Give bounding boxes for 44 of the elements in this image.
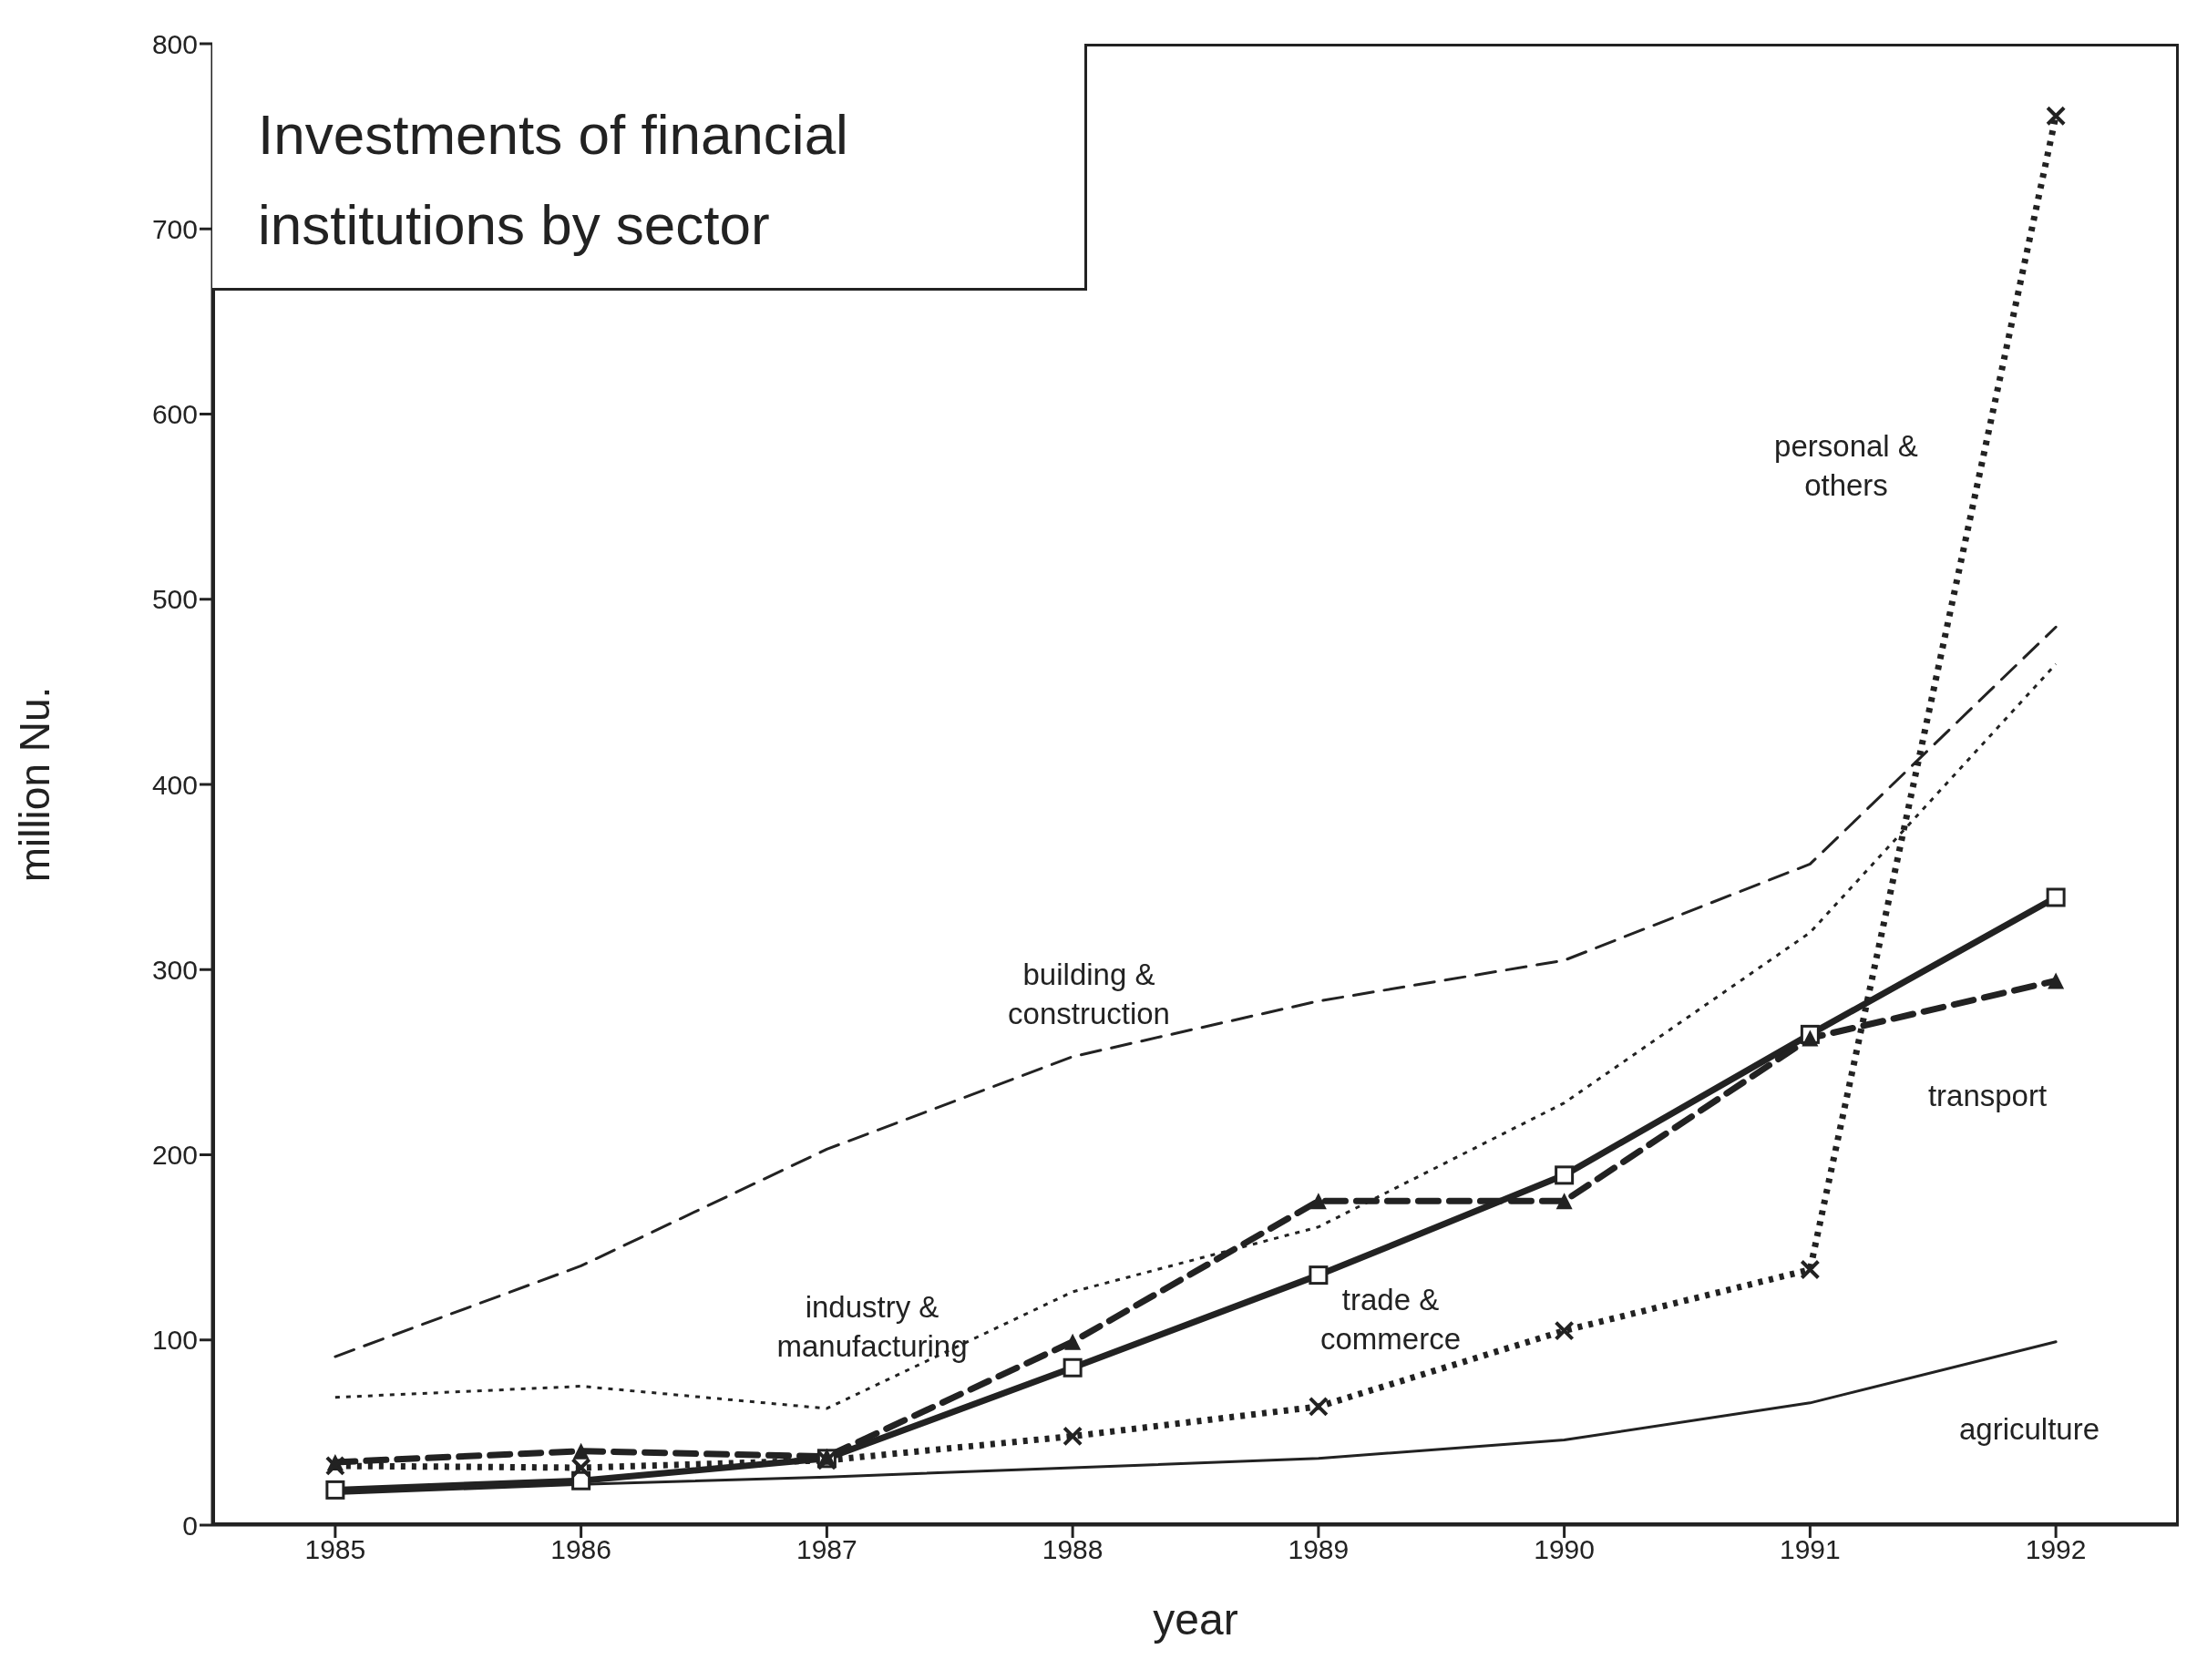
point: [325, 1480, 345, 1500]
y-tick-label: 800: [151, 28, 198, 59]
point: [1555, 1193, 1573, 1210]
point: [2048, 972, 2065, 989]
title-box: Investments of financial institutions by sector: [212, 44, 1087, 292]
point: [1308, 1396, 1329, 1417]
y-tick-label: 100: [151, 1325, 198, 1356]
series-label: industry & manufacturing: [776, 1289, 968, 1365]
y-tick-label: 400: [151, 769, 198, 800]
x-tick-label: 1987: [796, 1534, 857, 1565]
series-label: personal & others: [1774, 428, 1918, 504]
point: [1554, 1320, 1575, 1341]
y-tick-label: 200: [151, 1140, 198, 1171]
point: [570, 1457, 591, 1478]
y-tick-label: 500: [151, 584, 198, 615]
point: [572, 1442, 590, 1460]
x-tick-label: 1985: [304, 1534, 366, 1565]
x-axis-title: year: [1153, 1595, 1238, 1644]
y-tick-label: 700: [151, 213, 198, 244]
point: [1309, 1265, 1329, 1286]
x-tick-label: 1989: [1288, 1534, 1350, 1565]
point: [2046, 887, 2066, 907]
point: [1063, 1426, 1083, 1447]
series-label: trade & commerce: [1319, 1282, 1462, 1357]
point: [1555, 1165, 1575, 1185]
x-tick-label: 1986: [550, 1534, 611, 1565]
series-label: agriculture: [1958, 1410, 2100, 1448]
x-tick-label: 1988: [1042, 1534, 1104, 1565]
y-tick-label: 300: [151, 954, 198, 985]
point: [1063, 1357, 1083, 1378]
y-tick-label: 0: [182, 1510, 198, 1541]
point: [2046, 106, 2067, 127]
point: [1802, 1030, 1819, 1047]
x-tick-label: 1992: [2025, 1534, 2087, 1565]
point: [1064, 1333, 1082, 1350]
point: [1800, 1259, 1821, 1280]
y-tick-label: 600: [151, 399, 198, 430]
series-label: building & construction: [1008, 957, 1170, 1032]
x-tick-label: 1991: [1780, 1534, 1841, 1565]
point: [324, 1455, 345, 1476]
point: [1309, 1193, 1327, 1210]
x-tick-label: 1990: [1534, 1534, 1595, 1565]
text: transport: [1927, 1077, 2048, 1114]
y-axis-title: million Nu.: [11, 686, 59, 883]
